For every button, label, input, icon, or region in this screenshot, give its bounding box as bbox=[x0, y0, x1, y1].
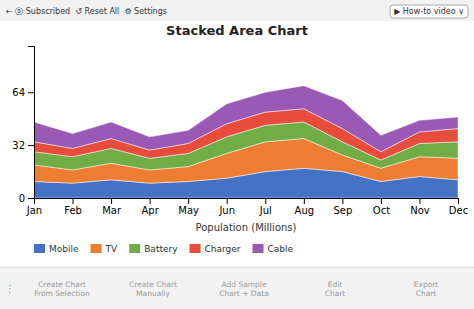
x-tick-label: Jun bbox=[218, 205, 235, 216]
toolbar-button[interactable]: EditChart bbox=[325, 280, 346, 298]
x-tick-label: Oct bbox=[373, 205, 390, 216]
legend-item: Battery bbox=[129, 244, 178, 254]
x-tick-mark bbox=[111, 198, 112, 204]
x-tick-mark bbox=[304, 198, 305, 204]
toolbar-background bbox=[0, 267, 474, 309]
x-tick-label: May bbox=[178, 205, 199, 216]
x-tick: Aug bbox=[295, 198, 315, 216]
toolbar-background bbox=[0, 0, 474, 21]
x-tick: Jun bbox=[218, 198, 235, 216]
x-tick-mark bbox=[381, 198, 382, 204]
x-tick-label: Nov bbox=[410, 205, 430, 216]
x-tick: Apr bbox=[141, 198, 159, 216]
legend-label: Charger bbox=[205, 244, 241, 254]
legend-item: TV bbox=[91, 244, 118, 254]
series-group bbox=[34, 86, 458, 198]
x-tick-label: Sep bbox=[333, 205, 352, 216]
legend-label: Cable bbox=[268, 244, 294, 254]
y-axis: 0 32 64 bbox=[12, 47, 34, 204]
x-tick: Jul bbox=[259, 198, 272, 216]
toolbar-text: ← ⓢ Subscribed ↺ Reset All ⚙ Settings bbox=[6, 7, 167, 16]
legend-swatch bbox=[253, 244, 264, 253]
legend-label: Battery bbox=[144, 244, 178, 254]
how-to-button[interactable]: ▶ How-to video ∨ bbox=[390, 5, 468, 18]
x-axis-title: Population (Millions) bbox=[196, 222, 297, 233]
x-tick-mark bbox=[458, 198, 459, 204]
toolbar-button-line[interactable]: Export bbox=[414, 280, 439, 289]
x-tick: Feb bbox=[64, 198, 82, 216]
legend-swatch bbox=[91, 244, 102, 253]
toolbar-button[interactable]: Create ChartManually bbox=[129, 280, 177, 298]
legend: Mobile TV Battery Charger Cable bbox=[34, 244, 294, 254]
legend-swatch bbox=[190, 244, 201, 253]
x-tick: Dec bbox=[449, 198, 468, 216]
x-tick: Jan bbox=[26, 198, 42, 216]
y-tick-mark bbox=[28, 92, 34, 93]
x-tick-label: Aug bbox=[295, 205, 315, 216]
x-tick-label: Apr bbox=[141, 205, 159, 216]
toolbar-button-line[interactable]: Chart bbox=[416, 289, 437, 298]
legend-item: Mobile bbox=[34, 244, 79, 254]
toolbar-button-line[interactable]: From Selection bbox=[34, 289, 90, 298]
chart-title: Stacked Area Chart bbox=[166, 23, 308, 38]
legend-swatch bbox=[34, 244, 45, 253]
y-tick-label: 64 bbox=[12, 87, 25, 98]
x-tick-mark bbox=[188, 198, 189, 204]
toolbar-button[interactable]: Create ChartFrom Selection bbox=[34, 280, 90, 298]
legend-item: Cable bbox=[253, 244, 294, 254]
x-tick: Oct bbox=[373, 198, 390, 216]
y-tick-mark bbox=[28, 198, 34, 199]
toolbar-button[interactable]: ExportChart bbox=[414, 280, 439, 298]
legend-swatch bbox=[129, 244, 140, 253]
button-label[interactable]: ▶ How-to video ∨ bbox=[394, 7, 464, 16]
x-tick-label: Jan bbox=[26, 205, 42, 216]
x-tick-mark bbox=[265, 198, 266, 204]
x-tick-mark bbox=[150, 198, 151, 204]
toolbar-button-line[interactable]: Edit bbox=[328, 280, 343, 289]
x-tick-mark bbox=[342, 198, 343, 204]
y-tick: 32 bbox=[12, 140, 34, 151]
toolbar-button-line[interactable]: Chart bbox=[325, 289, 346, 298]
y-tick-label: 0 bbox=[19, 193, 25, 204]
y-tick: 64 bbox=[12, 87, 34, 98]
x-axis-line bbox=[35, 199, 459, 205]
chart: ← ⓢ Subscribed ↺ Reset All ⚙ Settings ▶ H… bbox=[0, 0, 474, 309]
y-tick: 0 bbox=[19, 193, 34, 204]
toolbar-button-line[interactable]: Chart + Data bbox=[219, 289, 269, 298]
y-axis-line bbox=[28, 47, 35, 199]
x-tick: Nov bbox=[410, 198, 430, 216]
toolbar-button-line[interactable]: Create Chart bbox=[38, 280, 86, 289]
x-tick-mark bbox=[419, 198, 420, 204]
legend-label: Mobile bbox=[49, 244, 79, 254]
x-tick: Sep bbox=[333, 198, 352, 216]
x-tick: May bbox=[178, 198, 199, 216]
x-tick-label: Jul bbox=[259, 205, 272, 216]
x-axis: Jan Feb Mar Apr May Jun Jul Aug Sep Oct Nov Dec bbox=[26, 198, 468, 216]
plot-area: Jan Feb Mar Apr May Jun Jul Aug Sep Oct Nov Dec 0 32 6… bbox=[12, 47, 468, 217]
x-tick-mark bbox=[227, 198, 228, 204]
x-tick: Mar bbox=[102, 198, 122, 216]
x-tick-mark bbox=[73, 198, 74, 204]
x-tick-label: Feb bbox=[64, 205, 82, 216]
toolbar-button[interactable]: Add SampleChart + Data bbox=[219, 280, 269, 298]
button-frame[interactable] bbox=[390, 5, 468, 18]
toolbar-menu[interactable]: ⋮ bbox=[5, 283, 15, 294]
toolbar-button-line[interactable]: Add Sample bbox=[221, 280, 266, 289]
legend-item: Charger bbox=[190, 244, 241, 254]
y-tick-mark bbox=[28, 145, 34, 146]
x-tick-label: Mar bbox=[102, 205, 122, 216]
legend-label: TV bbox=[105, 244, 118, 254]
toolbar-button-line[interactable]: Manually bbox=[136, 289, 170, 298]
area bbox=[34, 86, 458, 152]
y-tick-label: 32 bbox=[12, 140, 25, 151]
x-tick-label: Dec bbox=[449, 205, 468, 216]
toolbar-border bbox=[0, 267, 474, 268]
toolbar-button-line[interactable]: Create Chart bbox=[129, 280, 177, 289]
